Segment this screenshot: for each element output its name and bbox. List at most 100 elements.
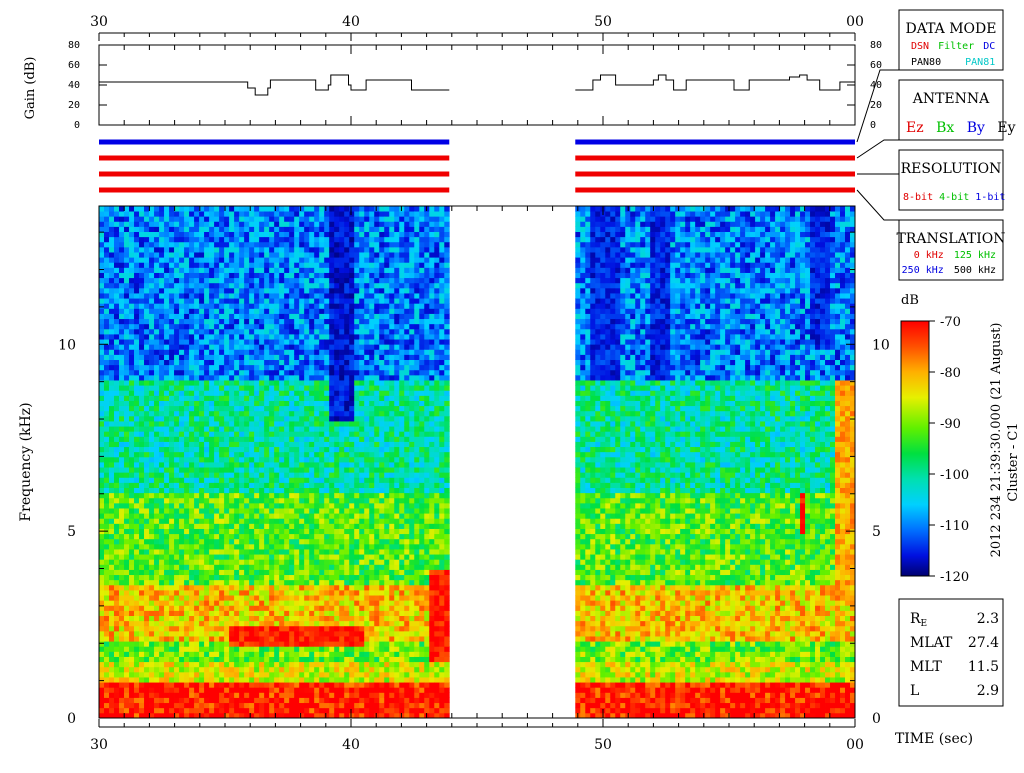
spectrogram-cell bbox=[174, 488, 179, 494]
spectrogram-cell bbox=[219, 329, 224, 335]
spectrogram-cell bbox=[204, 503, 209, 509]
spectrogram-cell bbox=[154, 442, 159, 448]
spectrogram-cell bbox=[334, 216, 339, 222]
gain-tick-label-right: 60 bbox=[870, 60, 882, 71]
spectrogram-cell bbox=[324, 252, 329, 258]
spectrogram-cell bbox=[144, 493, 149, 499]
spectrogram-cell bbox=[179, 534, 184, 540]
spectrogram-cell bbox=[284, 421, 289, 427]
spectrogram-cell bbox=[234, 447, 239, 453]
spectrogram-cell bbox=[229, 283, 234, 289]
spectrogram-cell bbox=[329, 339, 334, 345]
spectrogram-cell bbox=[199, 247, 204, 253]
spectrogram-cell bbox=[179, 431, 184, 437]
spectrogram-cell bbox=[129, 600, 134, 606]
spectrogram-cell bbox=[104, 360, 109, 366]
spectrogram-cell bbox=[164, 646, 169, 652]
spectrogram-cell bbox=[109, 242, 114, 248]
spectrogram-cell bbox=[159, 493, 164, 499]
spectrogram-cell bbox=[174, 298, 179, 304]
spectrogram-cell bbox=[224, 467, 229, 473]
spectrogram-cell bbox=[104, 692, 109, 698]
spectrogram-cell bbox=[194, 703, 199, 709]
spectrogram-cell bbox=[224, 523, 229, 529]
spectrogram-cell bbox=[224, 682, 229, 688]
spectrogram-cell bbox=[239, 682, 244, 688]
spectrogram-cell bbox=[204, 242, 209, 248]
spectrogram-cell bbox=[169, 703, 174, 709]
spectrogram-cell bbox=[209, 682, 214, 688]
spectrogram-cell bbox=[289, 365, 294, 371]
spectrogram-cell bbox=[184, 544, 189, 550]
spectrogram-cell bbox=[144, 303, 149, 309]
spectrogram-cell bbox=[249, 395, 254, 401]
spectrogram-cell bbox=[249, 493, 254, 499]
spectrogram-cell bbox=[114, 293, 119, 299]
spectrogram-cell bbox=[279, 360, 284, 366]
spectrogram-cell bbox=[114, 477, 119, 483]
spectrogram-cell bbox=[284, 273, 289, 279]
spectrogram-cell bbox=[294, 411, 299, 417]
spectrogram-cell bbox=[299, 657, 304, 663]
spectrogram-cell bbox=[224, 406, 229, 412]
spectrogram-cell bbox=[124, 682, 129, 688]
spectrogram-cell bbox=[259, 360, 264, 366]
spectrogram-cell bbox=[154, 344, 159, 350]
spectrogram-cell bbox=[164, 303, 169, 309]
spectrogram-cell bbox=[269, 411, 274, 417]
spectrogram-cell bbox=[134, 232, 139, 238]
spectrogram-cell bbox=[234, 232, 239, 238]
spectrogram-cell bbox=[174, 513, 179, 519]
spectrogram-cell bbox=[334, 457, 339, 463]
spectrogram-cell bbox=[244, 564, 249, 570]
spectrogram-cell bbox=[109, 206, 114, 212]
spectrogram-cell bbox=[259, 692, 264, 698]
spectrogram-cell bbox=[254, 667, 259, 673]
spectrogram-cell bbox=[299, 651, 304, 657]
spectrogram-cell bbox=[144, 692, 149, 698]
spectrogram-cell bbox=[144, 416, 149, 422]
spectrogram-cell bbox=[214, 426, 219, 432]
spectrogram-cell bbox=[324, 549, 329, 555]
spectrogram-cell bbox=[119, 667, 124, 673]
spectrogram-cell bbox=[159, 293, 164, 299]
spectrogram-cell bbox=[234, 559, 239, 565]
spectrogram-cell bbox=[294, 590, 299, 596]
spectrogram-cell bbox=[154, 314, 159, 320]
spectrogram-cell bbox=[334, 360, 339, 366]
spectrogram-cell bbox=[284, 559, 289, 565]
spectrogram-cell bbox=[204, 293, 209, 299]
spectrogram-cell bbox=[279, 703, 284, 709]
spectrogram-cell bbox=[309, 534, 314, 540]
spectrogram-cell bbox=[334, 283, 339, 289]
spectrogram-cell bbox=[154, 324, 159, 330]
spectrogram-cell bbox=[209, 534, 214, 540]
spectrogram-cell bbox=[259, 498, 264, 504]
spectrogram-cell bbox=[134, 657, 139, 663]
spectrogram-cell bbox=[279, 401, 284, 407]
gain-axis-label: Gain (dB) bbox=[23, 57, 38, 120]
spectrogram-cell bbox=[329, 216, 334, 222]
spectrogram-cell bbox=[239, 667, 244, 673]
spectrogram-cell bbox=[174, 349, 179, 355]
spectrogram-cell bbox=[284, 298, 289, 304]
spectrogram-cell bbox=[229, 370, 234, 376]
spectrogram-cell bbox=[289, 447, 294, 453]
spectrogram-cell bbox=[224, 677, 229, 683]
spectrogram-cell bbox=[189, 534, 194, 540]
spectrogram-cell bbox=[229, 206, 234, 212]
spectrogram-cell bbox=[259, 308, 264, 314]
spectrogram-cell bbox=[189, 354, 194, 360]
spectrogram-cell bbox=[119, 564, 124, 570]
spectrogram-cell bbox=[134, 610, 139, 616]
spectrogram-cell bbox=[164, 600, 169, 606]
spectrogram-cell bbox=[234, 692, 239, 698]
spectrogram-cell bbox=[229, 349, 234, 355]
spectrogram-cell bbox=[229, 605, 234, 611]
spectrogram-cell bbox=[204, 631, 209, 637]
spectrogram-cell bbox=[219, 339, 224, 345]
spectrogram-cell bbox=[309, 262, 314, 268]
spectrogram-cell bbox=[154, 303, 159, 309]
spectrogram-cell bbox=[139, 380, 144, 386]
spectrogram-cell bbox=[269, 585, 274, 591]
